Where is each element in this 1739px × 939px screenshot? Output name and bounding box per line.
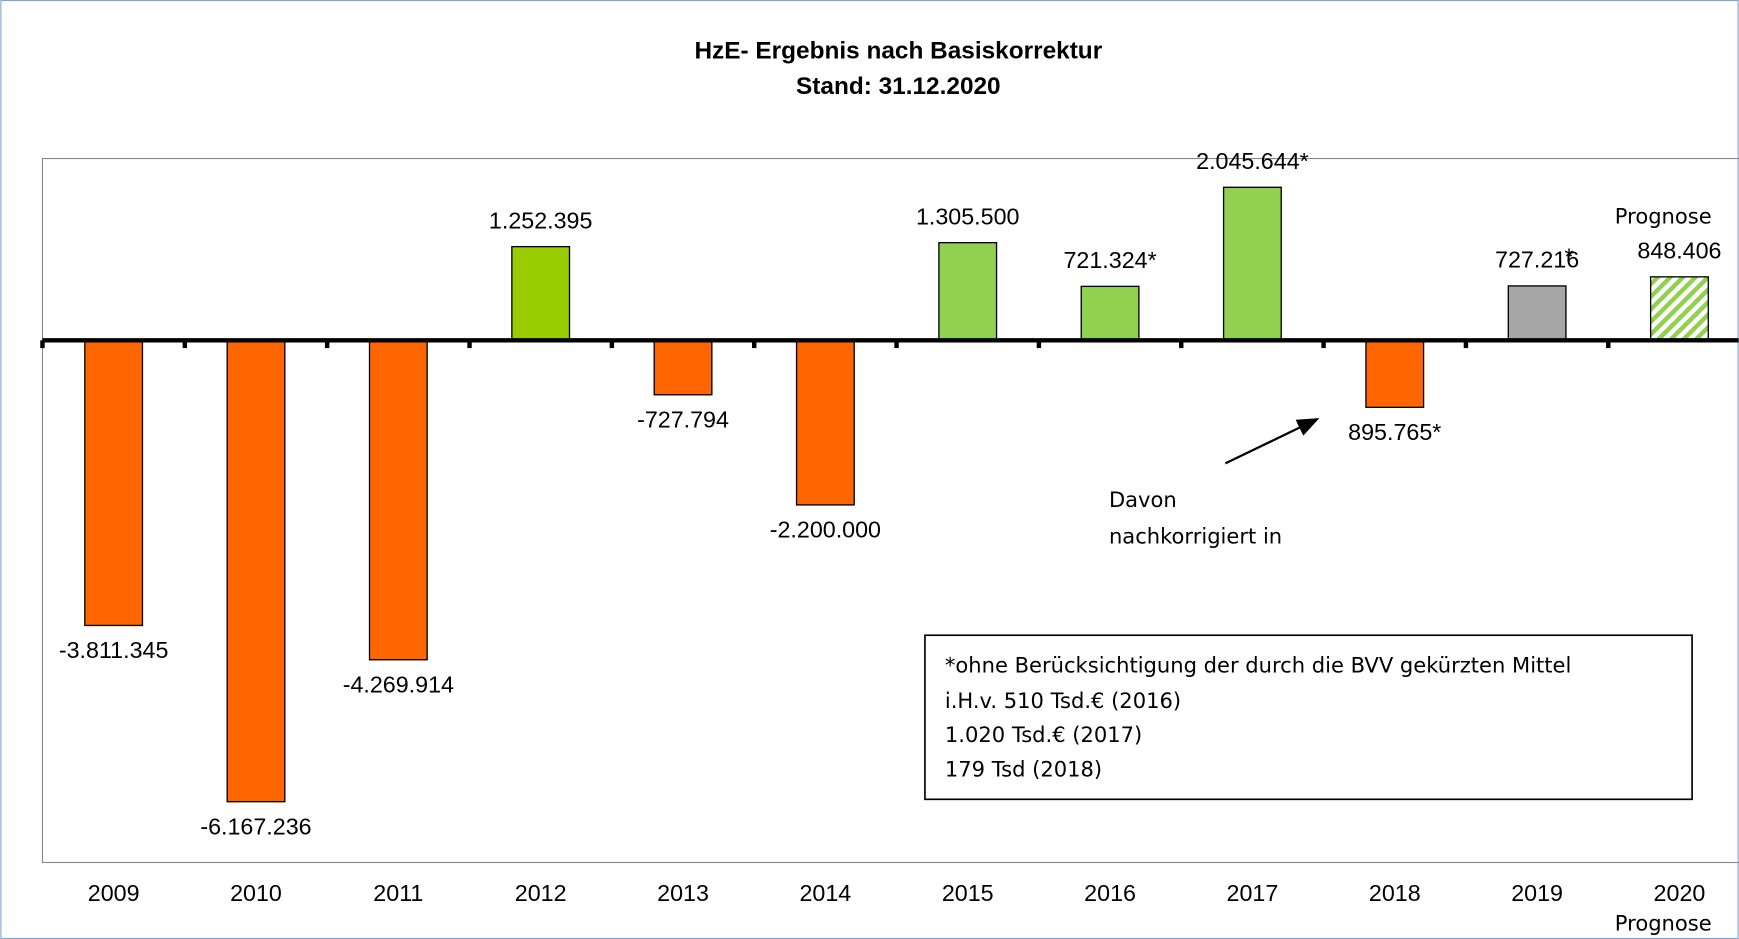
value-label: -3.811.345 <box>59 637 169 663</box>
bar <box>511 245 571 341</box>
bar <box>1080 285 1140 341</box>
arrow <box>1224 418 1320 465</box>
bar <box>653 339 713 396</box>
arrow-note: nachkorrigiert in <box>1109 524 1282 549</box>
x-tick-label: 2010 <box>230 880 282 906</box>
x-tick-label: 2009 <box>88 880 140 906</box>
footnote-box <box>924 634 1693 801</box>
category-sublabel: Prognose <box>1615 911 1712 936</box>
value-label: 895.765* <box>1348 419 1441 445</box>
arrow-note: Davon <box>1109 487 1177 512</box>
x-tick-label: 2013 <box>657 880 709 906</box>
value-label: 1.305.500 <box>916 203 1020 229</box>
value-label: 721.324* <box>1063 247 1156 273</box>
x-tick-label: 2015 <box>942 880 994 906</box>
value-label: 727.216 <box>1495 247 1579 273</box>
bar <box>84 339 144 627</box>
star-note: * <box>1565 243 1574 269</box>
forecast-label: Prognose <box>1615 203 1712 228</box>
value-label: 848.406 <box>1637 238 1721 264</box>
bar <box>1507 285 1567 341</box>
bar <box>368 339 428 661</box>
bar <box>1365 339 1425 409</box>
bar <box>1222 186 1282 341</box>
value-label: 2.045.644* <box>1196 148 1309 174</box>
value-label: -727.794 <box>637 407 729 433</box>
value-label: -4.269.914 <box>343 672 454 698</box>
value-label: -2.200.000 <box>770 517 881 543</box>
footnote: *ohne Berücksichtigung der durch die BVV… <box>945 652 1571 677</box>
x-tick-label: 2016 <box>1084 880 1136 906</box>
x-tick-label: 2017 <box>1227 880 1279 906</box>
plot-area <box>41 157 1739 864</box>
x-tick-label: 2018 <box>1369 880 1421 906</box>
x-tick-label: 2012 <box>515 880 567 906</box>
x-tick-label: 2020 <box>1654 880 1706 906</box>
bar <box>1649 276 1709 341</box>
footnote: i.H.v. 510 Tsd.€ (2016) <box>945 688 1181 713</box>
footnote: 1.020 Tsd.€ (2017) <box>945 722 1142 747</box>
x-tick-label: 2011 <box>373 880 423 906</box>
footnote: 179 Tsd (2018) <box>945 756 1102 781</box>
value-label: -6.167.236 <box>200 813 311 839</box>
bar <box>795 339 855 506</box>
x-tick-label: 2019 <box>1511 880 1563 906</box>
chart-title: HzE- Ergebnis nach Basiskorrektur <box>694 38 1102 65</box>
value-label: 1.252.395 <box>489 207 593 233</box>
x-tick-label: 2014 <box>799 880 851 906</box>
chart-subtitle: Stand: 31.12.2020 <box>796 73 1001 100</box>
bar <box>938 241 998 341</box>
bar <box>226 339 286 803</box>
